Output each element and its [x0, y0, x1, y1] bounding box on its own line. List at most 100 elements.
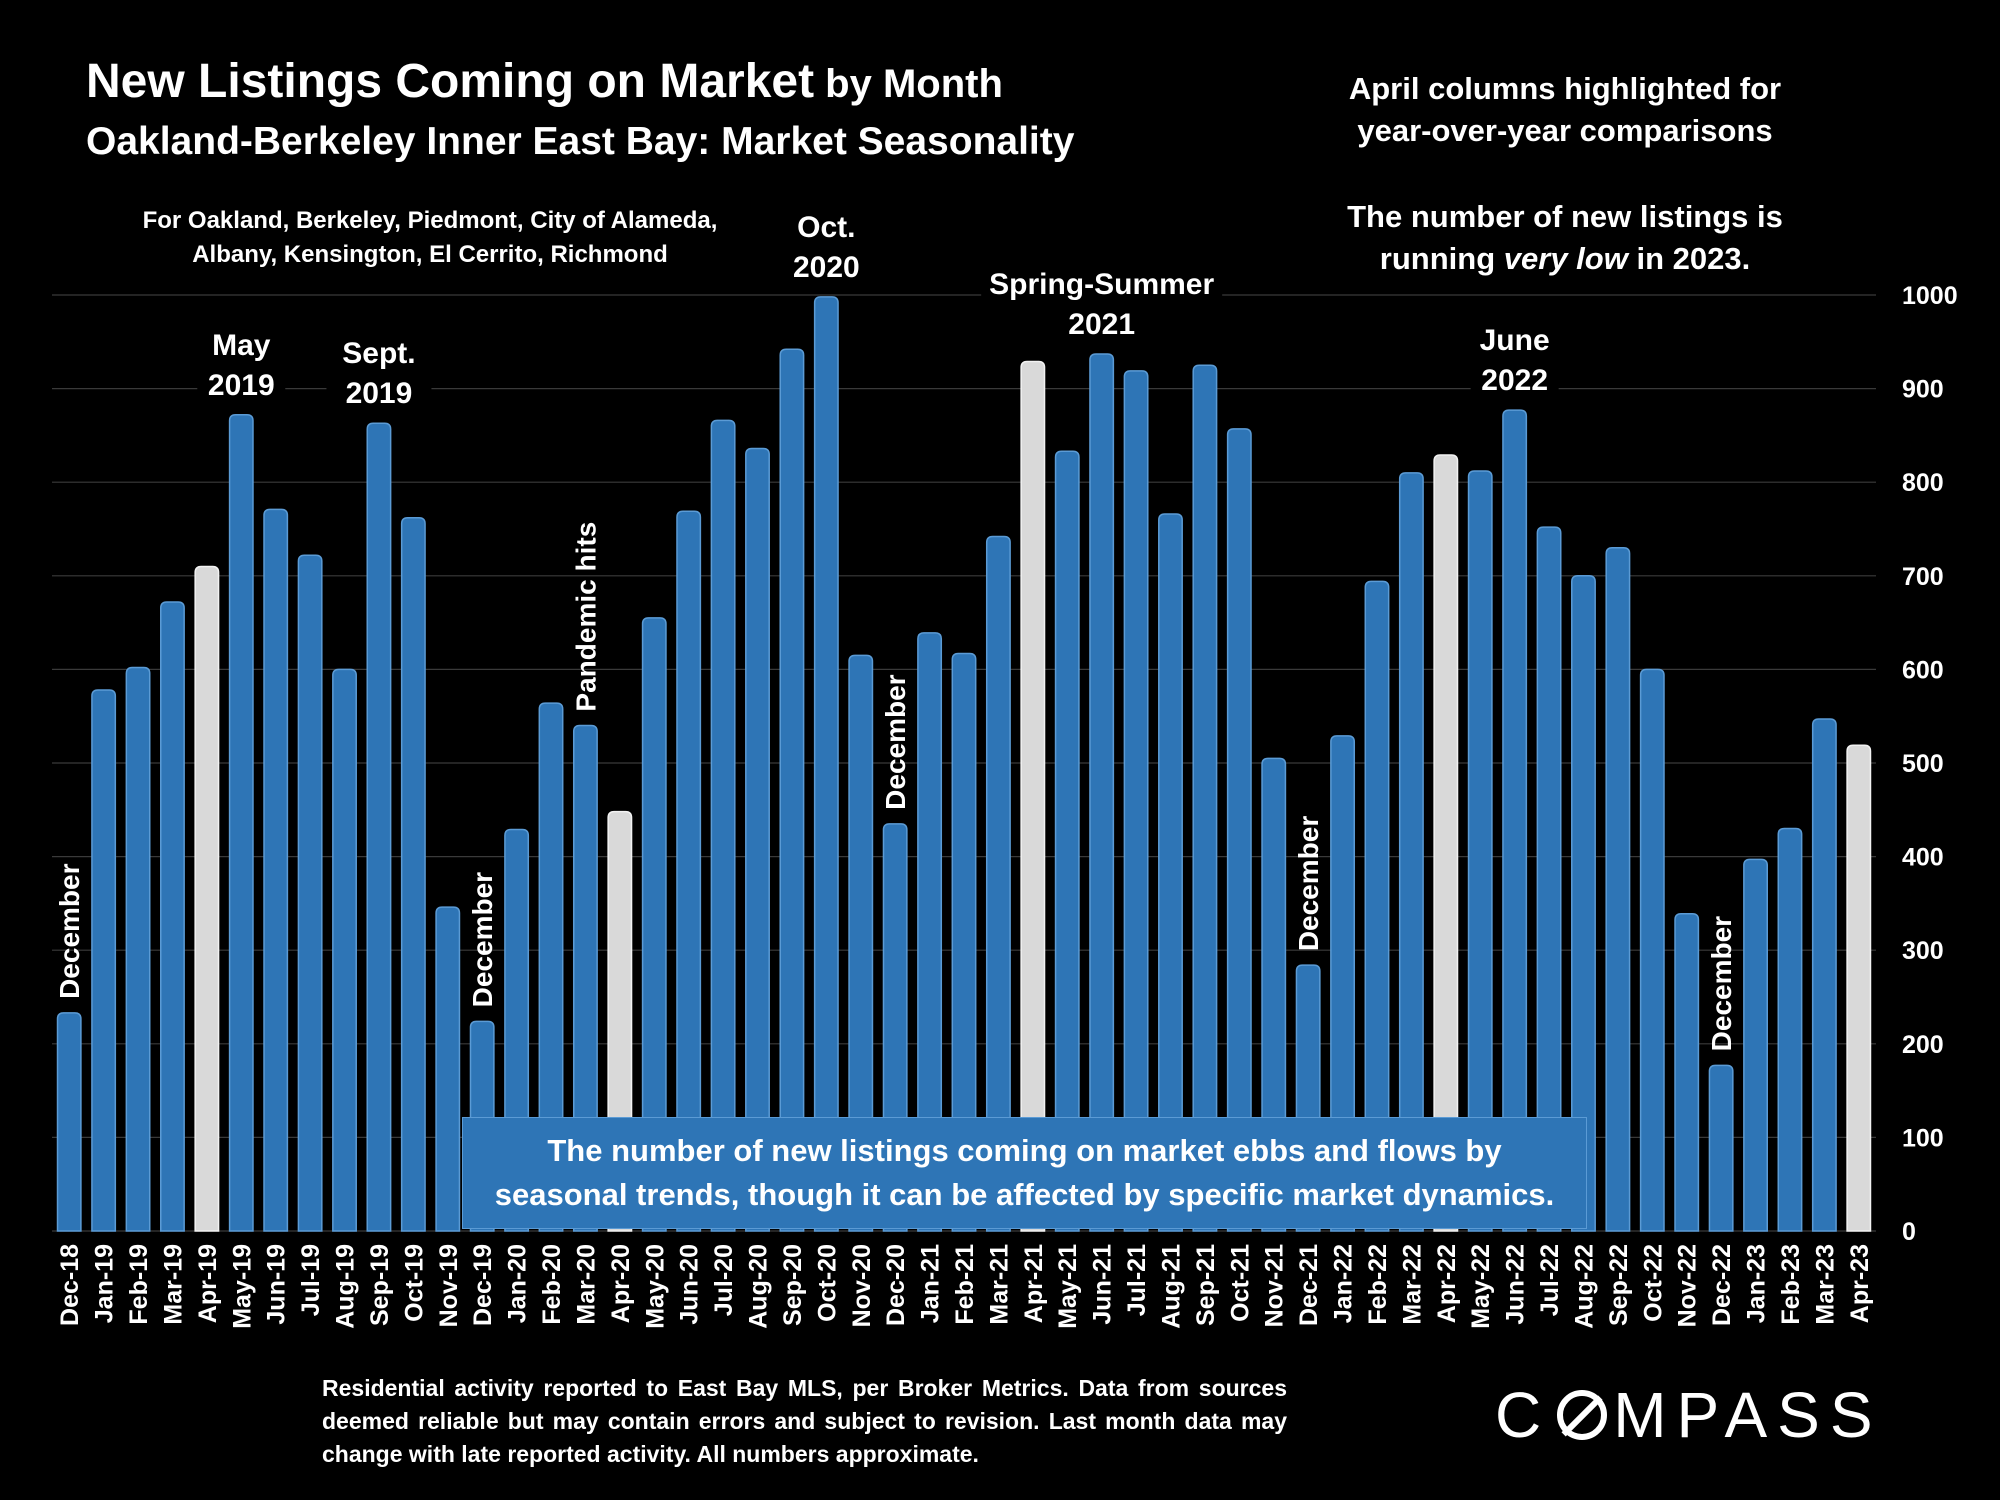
april-note-line-2: year-over-year comparisons	[1357, 113, 1773, 148]
x-tick-label: Mar-21	[985, 1244, 1013, 1325]
bar	[1571, 575, 1596, 1232]
x-tick-label: Apr-22	[1433, 1244, 1461, 1323]
y-tick-label: 500	[1902, 750, 1944, 778]
bar	[1398, 472, 1424, 1232]
x-tick-label: Mar-19	[159, 1244, 187, 1325]
bar	[1364, 580, 1390, 1232]
bar	[1743, 858, 1768, 1232]
low-note-emphasis: very low	[1503, 241, 1628, 276]
low-note-line-1: The number of new listings is	[1347, 199, 1783, 234]
x-tick-label: Dec-19	[469, 1244, 497, 1326]
x-tick-label: Jan-20	[504, 1244, 532, 1323]
x-tick-label: Dec-21	[1295, 1244, 1323, 1326]
x-tick-label: May-21	[1054, 1244, 1082, 1329]
y-tick-label: 1000	[1902, 282, 1958, 310]
bar	[366, 422, 392, 1232]
bar	[572, 724, 598, 1232]
bar	[641, 617, 667, 1232]
rotated-annotation: December	[467, 872, 498, 1008]
annotation-label: May	[212, 329, 271, 362]
annotation-background	[981, 259, 1223, 346]
x-tick-label: Feb-20	[538, 1244, 566, 1325]
x-tick-label: Aug-22	[1570, 1244, 1598, 1329]
x-tick-label: Jul-19	[297, 1244, 325, 1316]
low-note-post: in 2023.	[1627, 241, 1751, 276]
x-tick-label: Sep-22	[1605, 1244, 1633, 1326]
bar	[1467, 470, 1493, 1232]
bar	[91, 689, 117, 1232]
bar-highlighted	[194, 565, 220, 1232]
x-tick-label: Dec-20	[882, 1244, 910, 1326]
x-tick-label: Sep-19	[366, 1244, 394, 1326]
x-tick-label: Jun-21	[1089, 1244, 1117, 1325]
bar	[125, 666, 151, 1232]
x-tick-label: Dec-18	[56, 1244, 84, 1326]
bar-highlighted	[1846, 744, 1872, 1232]
x-tick-label: Feb-22	[1364, 1244, 1392, 1325]
x-tick-label: Feb-23	[1777, 1244, 1805, 1325]
bar	[1330, 735, 1356, 1232]
title-main: New Listings Coming on Market	[86, 55, 815, 108]
x-tick-label: Nov-20	[848, 1244, 876, 1327]
compass-logo: C MPASS	[1495, 1378, 1883, 1452]
bar	[1605, 546, 1631, 1232]
x-tick-label: Jun-20	[676, 1244, 704, 1325]
x-tick-label: Feb-21	[951, 1244, 979, 1325]
bar-highlighted	[1020, 360, 1046, 1232]
bar	[1089, 353, 1115, 1232]
title-suffix: by Month	[814, 62, 1003, 106]
april-note-line-1: April columns highlighted for	[1348, 71, 1782, 106]
bar	[1708, 1064, 1734, 1232]
rotated-annotation: December	[1706, 916, 1737, 1052]
bar	[56, 1012, 82, 1232]
bar	[710, 419, 736, 1232]
bar	[400, 517, 426, 1232]
logo-text-end: MPASS	[1613, 1379, 1883, 1451]
x-tick-label: Mar-20	[572, 1244, 600, 1325]
annotation-label: 2022	[1481, 364, 1548, 397]
bar	[951, 652, 977, 1232]
bar	[813, 296, 839, 1232]
rotated-annotation: December	[54, 863, 85, 999]
low-note-pre: running	[1379, 241, 1504, 276]
bar	[1261, 757, 1287, 1232]
bar	[538, 702, 564, 1232]
x-tick-label: Dec-22	[1708, 1244, 1736, 1326]
annotation-background	[326, 329, 432, 416]
x-tick-label: Oct-19	[400, 1244, 428, 1322]
x-tick-label: Mar-23	[1811, 1244, 1839, 1325]
annotation-background	[197, 320, 286, 407]
x-tick-label: Jan-22	[1330, 1244, 1358, 1323]
coverage-line-1: For Oakland, Berkeley, Piedmont, City of…	[142, 207, 718, 234]
chart-title: New Listings Coming on Market by Month	[86, 54, 1003, 109]
y-tick-label: 800	[1902, 469, 1944, 497]
annotation-background	[1470, 316, 1559, 403]
annotation-label: 2019	[208, 369, 275, 402]
bar	[1639, 668, 1665, 1232]
x-tick-label: Aug-20	[745, 1244, 773, 1329]
bar	[1054, 450, 1080, 1232]
x-tick-label: Jul-22	[1536, 1244, 1564, 1316]
y-tick-label: 300	[1902, 937, 1944, 965]
bar-highlighted	[1433, 454, 1459, 1232]
bar	[1536, 526, 1562, 1232]
bar	[779, 348, 805, 1232]
x-tick-label: Apr-20	[607, 1244, 635, 1323]
x-tick-label: Nov-22	[1674, 1244, 1702, 1327]
annotation-label: 2020	[793, 251, 860, 284]
bar	[1674, 912, 1700, 1232]
y-tick-label: 200	[1902, 1031, 1944, 1059]
annotation-background	[782, 202, 871, 289]
coverage-note: For Oakland, Berkeley, Piedmont, City of…	[120, 204, 740, 272]
y-tick-label: 600	[1902, 656, 1944, 684]
bar	[985, 535, 1011, 1232]
bar	[1158, 513, 1183, 1232]
x-tick-label: Mar-22	[1398, 1244, 1426, 1325]
bar	[1226, 428, 1252, 1232]
x-tick-label: Nov-19	[435, 1244, 463, 1327]
annotation-label: Oct.	[797, 211, 855, 244]
bar	[1811, 718, 1837, 1232]
x-tick-label: Sep-21	[1192, 1244, 1220, 1326]
x-tick-label: Sep-20	[779, 1244, 807, 1326]
